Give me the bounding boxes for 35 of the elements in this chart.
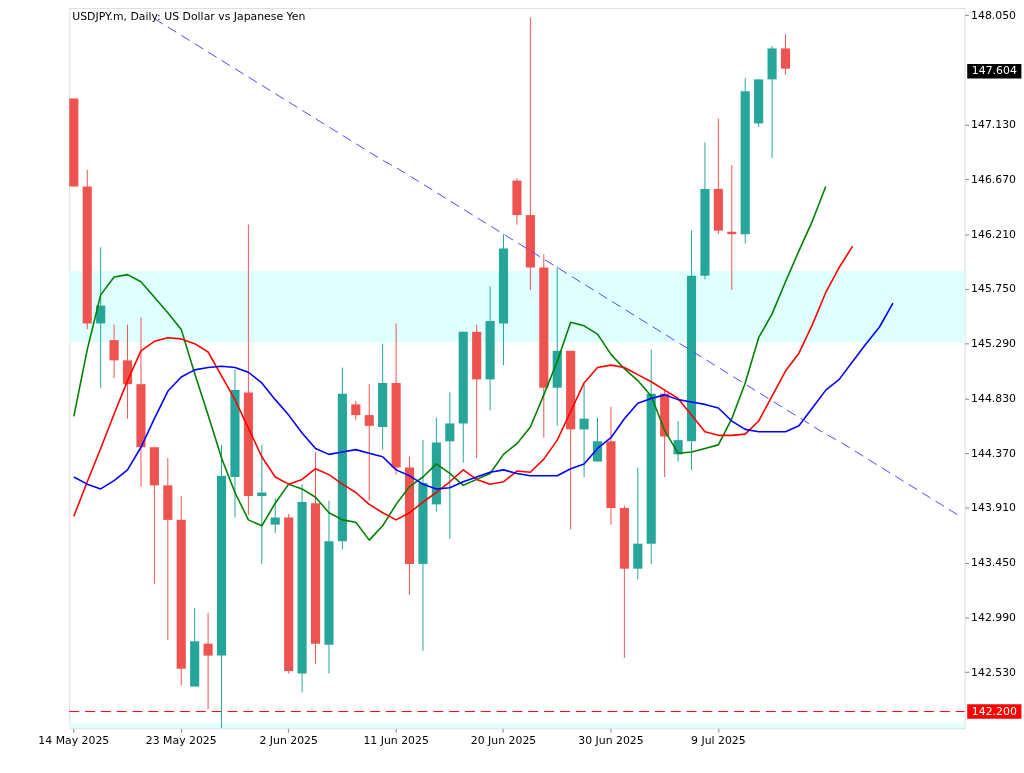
- y-tick-label: 144.830: [971, 391, 1017, 405]
- y-tick-label: 144.370: [971, 446, 1017, 460]
- text: 147.604: [971, 64, 1017, 78]
- candlestick: [270, 497, 280, 534]
- y-tick-label: 148.050: [971, 8, 1017, 22]
- y-tick-label: 143.910: [971, 501, 1017, 515]
- candlestick: [592, 416, 603, 463]
- x-tick-label: 23 May 2025: [145, 733, 217, 747]
- candlestick: [445, 391, 455, 540]
- candlestick: [364, 383, 374, 502]
- y-tick-label: 145.750: [971, 282, 1017, 296]
- y-tick-label: 146.210: [971, 227, 1017, 241]
- y-tick-label: 142.990: [971, 610, 1017, 624]
- y-tick-label: 145.290: [971, 337, 1017, 351]
- y-tick-label: 142.530: [971, 665, 1017, 679]
- x-tick-label: 20 Jun 2025: [470, 733, 537, 747]
- x-tick-label: 9 Jul 2025: [691, 733, 746, 747]
- candlestick: [109, 324, 119, 379]
- chart-title: USDJPY.m, Daily: US Dollar vs Japanese Yen: [72, 9, 306, 23]
- x-tick-label: 11 Jun 2025: [363, 733, 429, 747]
- y-tick-label: 143.450: [971, 556, 1017, 570]
- candlestick: [351, 400, 361, 421]
- candlestick: [257, 444, 267, 565]
- ref-line-label: 142.200: [971, 704, 1017, 718]
- line-series: [73, 245, 854, 521]
- line-series: [73, 185, 827, 541]
- candlestick: [780, 33, 791, 76]
- candlestick: [579, 383, 589, 478]
- x-tick-label: 2 Jun 2025: [259, 733, 318, 747]
- x-tick-label: 30 Jun 2025: [578, 733, 644, 747]
- y-tick-label: 147.130: [971, 118, 1017, 132]
- line-series: [73, 302, 894, 490]
- x-tick-label: 14 May 2025: [38, 733, 110, 747]
- candlestick: [203, 612, 213, 710]
- y-tick-label: 146.670: [971, 172, 1017, 186]
